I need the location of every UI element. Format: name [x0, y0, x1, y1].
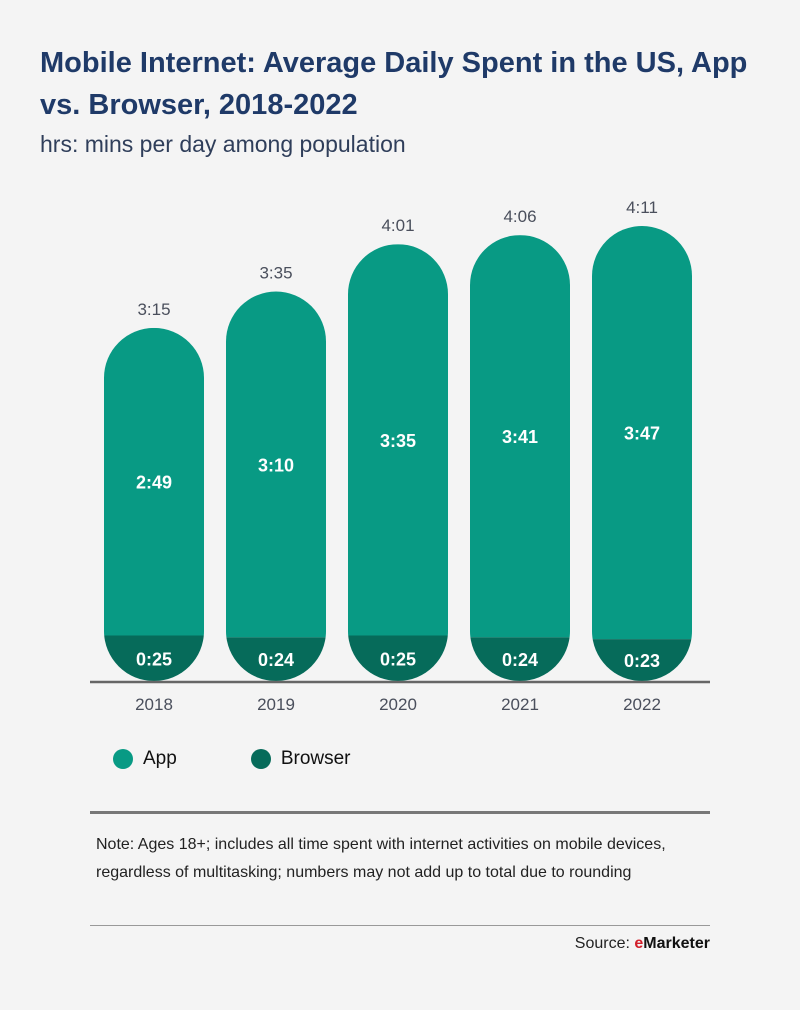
legend-label-app: App	[143, 748, 177, 769]
x-tick-label-2018: 2018	[135, 695, 173, 714]
legend: App Browser	[113, 748, 425, 770]
x-tick-label-2022: 2022	[623, 695, 661, 714]
bar-app-2020	[348, 244, 448, 636]
data-label-app-2022: 3:47	[624, 424, 660, 444]
bar-app-2018	[104, 327, 204, 636]
x-tick-label-2019: 2019	[257, 695, 295, 714]
source-line: Source: eMarketer	[575, 935, 710, 953]
source-brand-e: e	[634, 935, 644, 952]
data-label-browser-2020: 0:25	[380, 649, 416, 669]
source-divider	[90, 925, 710, 926]
legend-item-browser: Browser	[250, 748, 351, 770]
bar-chart: 2:49 0:25 3:15 2018 3:10 0:24 3:35 2019 3:35 0:25…	[90, 198, 710, 714]
total-label-2018: 3:15	[137, 300, 170, 319]
data-label-browser-2021: 0:24	[502, 650, 538, 670]
source-prefix: Source:	[574, 935, 635, 952]
bar-group-2018	[104, 327, 204, 681]
bar-group-2021	[470, 235, 570, 681]
x-tick-label-2020: 2020	[379, 695, 417, 714]
bar-group-2022	[592, 226, 692, 681]
bar-group-2020	[348, 244, 448, 681]
total-label-2020: 4:01	[381, 216, 414, 235]
data-label-app-2019: 3:10	[258, 455, 294, 475]
data-label-app-2020: 3:35	[380, 431, 416, 451]
chart-subtitle: hrs: mins per day among population	[40, 131, 406, 157]
x-tick-label-2021: 2021	[501, 695, 539, 714]
chart-title: Mobile Internet: Average Daily Spent in …	[40, 47, 748, 121]
footnote: Note: Ages 18+; includes all time spent …	[96, 836, 666, 881]
data-label-app-2018: 2:49	[136, 473, 172, 493]
data-label-browser-2019: 0:24	[258, 650, 294, 670]
total-label-2019: 3:35	[259, 264, 292, 283]
legend-swatch-browser	[250, 749, 271, 769]
data-label-browser-2018: 0:25	[136, 649, 172, 669]
legend-label-browser: Browser	[280, 748, 351, 769]
data-label-app-2021: 3:41	[502, 427, 538, 447]
legend-item-app: App	[113, 748, 177, 770]
footer-divider	[90, 811, 710, 814]
data-label-browser-2022: 0:23	[624, 651, 660, 671]
legend-swatch-app	[113, 749, 133, 769]
total-label-2022: 4:11	[626, 198, 658, 217]
source-brand-rest: Marketer	[643, 935, 710, 952]
bar-app-2021	[470, 235, 570, 638]
bar-group-2019	[226, 291, 326, 681]
total-label-2021: 4:06	[503, 207, 536, 226]
bar-app-2019	[226, 291, 326, 638]
bar-app-2022	[592, 226, 692, 640]
